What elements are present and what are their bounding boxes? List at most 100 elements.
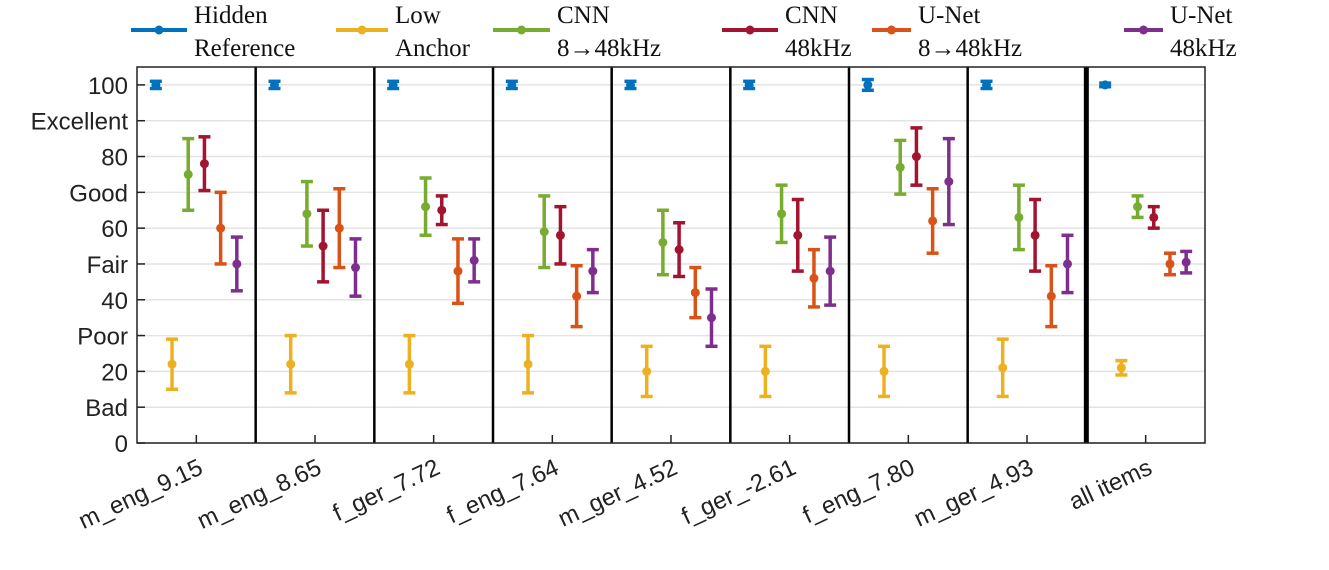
marker [1181, 257, 1191, 267]
error-bar [349, 237, 362, 298]
marker [421, 202, 431, 212]
y-tick-label: Poor [77, 324, 128, 351]
y-tick-label: 80 [101, 145, 128, 172]
error-bar [807, 247, 820, 309]
marker [1116, 363, 1126, 373]
marker [388, 80, 398, 90]
legend-label: CNN 8→48kHz [557, 2, 661, 62]
y-tick-label: 20 [101, 359, 128, 386]
error-bar [387, 79, 400, 91]
error-bar [824, 235, 837, 307]
error-bar [1012, 183, 1025, 252]
error-bar [1180, 249, 1193, 275]
legend-label: Low Anchor [395, 2, 471, 62]
marker [879, 366, 889, 376]
legend-label: Hidden Reference [194, 2, 295, 62]
error-bar [861, 77, 874, 93]
error-bar [980, 79, 993, 91]
y-tick-label: Good [69, 180, 128, 207]
marker [199, 159, 209, 169]
error-bar [1131, 194, 1144, 220]
legend-label: U-Net 48kHz [1170, 2, 1237, 62]
error-bar [926, 187, 939, 255]
error-bar [435, 194, 448, 227]
y-tick-label: 60 [101, 216, 128, 243]
marker [286, 359, 296, 369]
marker [793, 230, 803, 240]
marker [1165, 259, 1175, 269]
x-tick-label: m_ger_4.93 [910, 454, 1038, 533]
legend-marker [357, 25, 367, 35]
marker [167, 359, 177, 369]
error-bar [284, 333, 297, 395]
error-bar [624, 79, 637, 91]
legend-marker [887, 25, 896, 35]
error-bar [300, 179, 313, 248]
error-bar [149, 79, 162, 91]
y-tick-label: Excellent [31, 109, 129, 136]
error-bar [1061, 233, 1074, 295]
error-bar [894, 138, 907, 196]
legend-label: U-Net 8→48kHz [918, 2, 1022, 62]
error-bar [198, 135, 211, 193]
marker [642, 366, 652, 376]
marker [334, 223, 344, 233]
marker [232, 259, 242, 269]
y-tick-label: 0 [115, 431, 128, 458]
marker [777, 209, 787, 219]
error-bar [656, 208, 669, 277]
marker [453, 266, 463, 276]
error-bar [570, 263, 583, 329]
marker [707, 313, 716, 323]
error-bar [230, 235, 243, 293]
marker [404, 359, 414, 369]
marker [351, 263, 360, 273]
marker [1030, 230, 1040, 240]
error-bar [640, 344, 653, 399]
marker [572, 291, 582, 301]
x-tick-label: f_ger_-2.61 [678, 454, 801, 530]
error-bar [522, 333, 535, 395]
marker [895, 162, 905, 172]
legend-label: CNN 48kHz [785, 2, 852, 62]
error-bar [468, 237, 481, 284]
plot-frame [136, 66, 1206, 444]
marker [523, 359, 533, 369]
x-tick-label: m_eng_8.65 [193, 454, 325, 535]
error-bar [1115, 358, 1128, 377]
marker [911, 152, 921, 162]
error-bar [554, 204, 567, 266]
marker [588, 266, 598, 276]
marker [437, 205, 447, 215]
y-tick-label: 40 [101, 288, 128, 315]
marker [302, 209, 312, 219]
error-bar [705, 287, 718, 349]
marker [270, 80, 279, 90]
marker [507, 80, 517, 90]
error-bar [878, 344, 891, 399]
error-bar [1163, 251, 1176, 277]
x-tick-label: f_eng_7.64 [443, 454, 563, 529]
marker [318, 241, 328, 251]
x-tick-label: m_ger_4.52 [554, 454, 682, 533]
legend-marker [154, 25, 164, 35]
y-tick-label: Fair [87, 252, 128, 279]
marker [1149, 212, 1159, 222]
marker [626, 80, 635, 90]
error-bar [1099, 80, 1112, 90]
marker [469, 255, 479, 265]
marker [944, 177, 954, 187]
error-bar [451, 237, 464, 306]
error-bar [775, 183, 788, 245]
error-bar [505, 79, 518, 91]
marker [1063, 259, 1072, 269]
error-bar [673, 221, 686, 279]
error-bar [538, 194, 551, 270]
marker [183, 169, 193, 179]
error-bar [1029, 197, 1042, 273]
marker [1014, 212, 1024, 222]
error-bar [182, 136, 195, 212]
marker [863, 80, 873, 90]
x-tick-label: all items [1065, 454, 1156, 516]
